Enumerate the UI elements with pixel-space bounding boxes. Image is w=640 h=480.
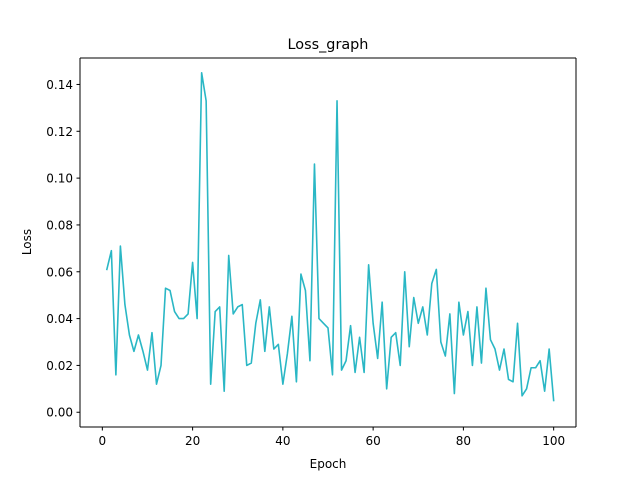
series-layer xyxy=(105,71,555,402)
x-tick-label: 0 xyxy=(99,434,107,448)
y-axis-label: Loss xyxy=(20,229,34,255)
loss-series-line xyxy=(105,71,555,402)
y-tick-label: 0.04 xyxy=(46,312,73,326)
x-tick-label: 60 xyxy=(365,434,380,448)
y-tick-label: 0.02 xyxy=(46,359,73,373)
chart-title: Loss_graph xyxy=(288,37,369,53)
y-axis-ticks: 0.00 0.02 0.04 0.06 0.08 0.10 0.12 0.14 xyxy=(46,78,80,420)
x-tick-label: 40 xyxy=(275,434,290,448)
plot-area xyxy=(80,58,576,427)
y-tick-label: 0.00 xyxy=(46,406,73,420)
x-axis-label: Epoch xyxy=(310,457,347,471)
x-tick-label: 100 xyxy=(542,434,565,448)
y-tick-label: 0.14 xyxy=(46,78,73,92)
y-tick-label: 0.08 xyxy=(46,218,73,232)
x-axis-ticks: 0 20 40 60 80 100 xyxy=(99,427,565,448)
y-tick-label: 0.10 xyxy=(46,172,73,186)
x-tick-label: 80 xyxy=(456,434,471,448)
x-tick-label: 20 xyxy=(185,434,200,448)
y-tick-label: 0.06 xyxy=(46,265,73,279)
axes-frame xyxy=(79,57,577,428)
y-tick-label: 0.12 xyxy=(46,125,73,139)
